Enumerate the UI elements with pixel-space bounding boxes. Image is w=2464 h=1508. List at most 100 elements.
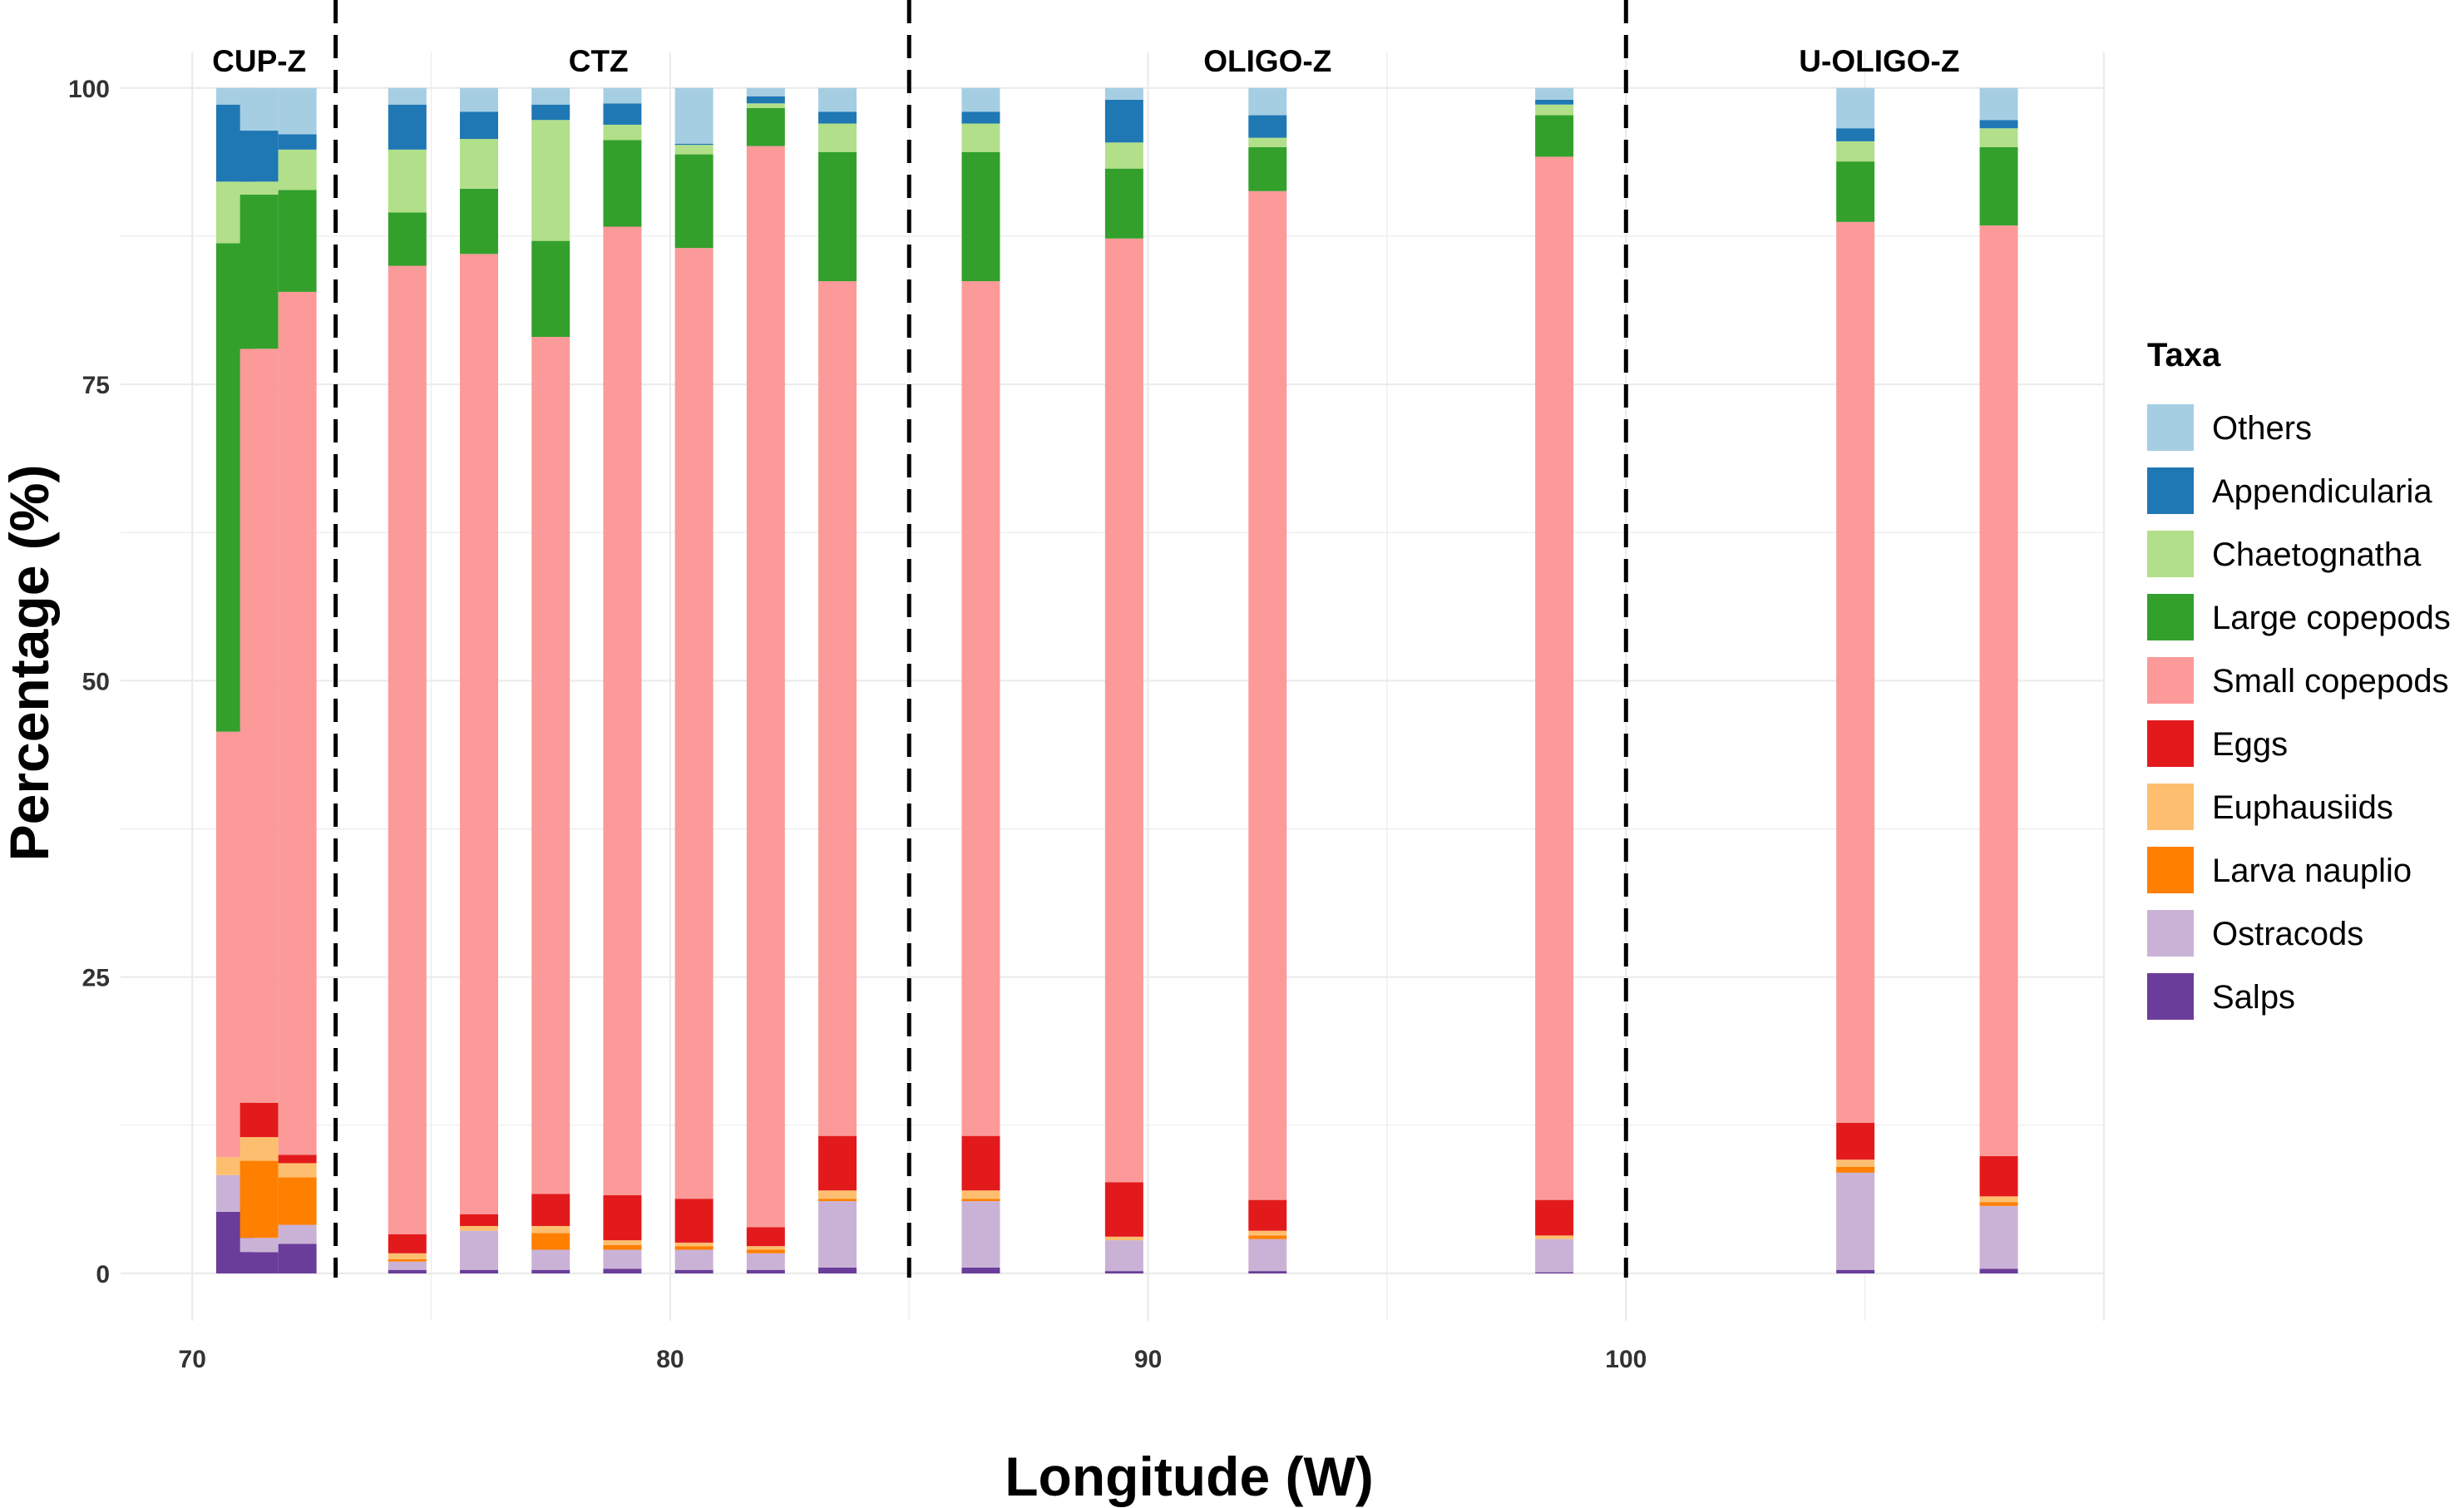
bar-segment-others <box>239 87 279 131</box>
bar-segment-larva-nauplio <box>239 1160 279 1239</box>
zone-labels: CUP-Z CTZ OLIGO-Z U-OLIGO-Z <box>212 44 1959 78</box>
bar-segment-ostracods <box>460 1230 499 1270</box>
y-tick-label: 100 <box>68 76 110 103</box>
bar-segment-salps <box>239 1252 279 1273</box>
bar-segment-euphausiids <box>961 1190 1000 1199</box>
legend-label: Salps <box>2212 979 2295 1016</box>
bar-segment-eggs <box>1104 1182 1143 1237</box>
legend-swatch <box>2147 720 2194 767</box>
bar-segment-larva-nauplio <box>278 1177 317 1225</box>
bar-segment-small-copepods <box>1836 221 1875 1123</box>
bar-segment-salps <box>603 1268 642 1273</box>
legend-swatch <box>2147 910 2194 957</box>
bar-segment-appendicularia <box>1836 128 1875 141</box>
y-tick-label: 50 <box>82 668 110 695</box>
bar-segment-appendicularia <box>674 143 714 146</box>
legend-label: Others <box>2212 410 2312 447</box>
bar-segment-eggs <box>1979 1155 2018 1197</box>
bar-segment-chaetognatha <box>1535 104 1574 116</box>
bar-segment-eggs <box>1248 1199 1287 1231</box>
legend-label: Euphausiids <box>2212 789 2393 826</box>
bar-segment-euphausiids <box>1248 1230 1287 1236</box>
station-bar-10 <box>818 87 857 1273</box>
station-bar-9 <box>746 87 785 1273</box>
bar-segment-eggs <box>818 1135 857 1191</box>
bar-segment-large-copepods <box>278 190 317 292</box>
legend-label: Appendicularia <box>2212 473 2432 510</box>
bar-segment-chaetognatha <box>961 123 1000 152</box>
bar-segment-ostracods <box>531 1249 570 1270</box>
bar-segment-small-copepods <box>961 281 1000 1136</box>
bar-segment-eggs <box>278 1154 317 1164</box>
bar-segment-appendicularia <box>1979 120 2018 129</box>
bar-segment-eggs <box>674 1199 714 1243</box>
bar-segment-salps <box>1248 1271 1287 1273</box>
bar-segment-euphausiids <box>239 1137 279 1161</box>
station-bar-15 <box>1836 87 1875 1273</box>
bar-segment-larva-nauplio <box>603 1244 642 1250</box>
bar-segment-salps <box>278 1243 317 1273</box>
bar-segment-appendicularia <box>239 131 279 182</box>
bar-segment-euphausiids <box>674 1242 714 1247</box>
bar-segment-chaetognatha <box>746 103 785 108</box>
bar-segment-small-copepods <box>388 265 427 1234</box>
bar-segment-others <box>388 87 427 105</box>
y-tick-label: 0 <box>96 1261 110 1288</box>
legend-swatch <box>2147 784 2194 830</box>
legend-swatch <box>2147 847 2194 893</box>
y-tick-label: 75 <box>82 372 110 399</box>
legend-item-ostracods: Ostracods <box>2147 910 2363 957</box>
legend-swatch <box>2147 973 2194 1020</box>
bar-segment-chaetognatha <box>531 120 570 241</box>
zone-label-ctz: CTZ <box>569 44 629 78</box>
bar-segment-salps <box>388 1269 427 1273</box>
bar-segment-appendicularia <box>1104 100 1143 143</box>
bar-segment-larva-nauplio <box>1979 1202 2018 1206</box>
zone-label-oligo-z: OLIGO-Z <box>1203 44 1331 78</box>
bar-segment-small-copepods <box>1979 225 2018 1156</box>
station-bar-13 <box>1248 87 1287 1273</box>
bar-segment-large-copepods <box>961 151 1000 282</box>
legend-swatch <box>2147 467 2194 514</box>
x-tick-label: 90 <box>1134 1346 1162 1373</box>
station-bar-16 <box>1979 87 2018 1273</box>
bar-segment-ostracods <box>1836 1172 1875 1270</box>
bar-segment-eggs <box>388 1234 427 1253</box>
bar-segment-chaetognatha <box>674 145 714 155</box>
bar-segment-larva-nauplio <box>1248 1235 1287 1239</box>
legend-item-chaetognatha: Chaetognatha <box>2147 531 2422 577</box>
bar-segment-eggs <box>239 1102 279 1138</box>
bar-segment-salps <box>818 1267 857 1273</box>
legend-item-euphausiids: Euphausiids <box>2147 784 2393 830</box>
bar-segment-euphausiids <box>1979 1196 2018 1203</box>
bar-segment-others <box>818 87 857 112</box>
bar-segment-others <box>1979 87 2018 121</box>
station-bar-14 <box>1535 87 1574 1273</box>
bar-segment-euphausiids <box>388 1253 427 1259</box>
zone-label-u-oligo-z: U-OLIGO-Z <box>1799 44 1959 78</box>
legend-label: Chaetognatha <box>2212 536 2422 573</box>
bar-segment-eggs <box>961 1135 1000 1191</box>
bar-segment-eggs <box>603 1194 642 1241</box>
bar-segment-large-copepods <box>531 240 570 338</box>
bar-segment-salps <box>460 1269 499 1273</box>
bar-segment-eggs <box>460 1214 499 1226</box>
bar-segment-eggs <box>1535 1199 1574 1236</box>
bar-segment-large-copepods <box>1836 161 1875 222</box>
bar-segment-ostracods <box>1979 1205 2018 1269</box>
x-axis-title: Longitude (W) <box>1005 1446 1374 1507</box>
bar-segment-appendicularia <box>460 111 499 140</box>
legend-item-appendicularia: Appendicularia <box>2147 467 2432 514</box>
legend-label: Small copepods <box>2212 663 2449 700</box>
legend-item-others: Others <box>2147 404 2312 451</box>
bar-segment-others <box>1248 87 1287 116</box>
bar-segment-small-copepods <box>460 254 499 1214</box>
bar-segment-eggs <box>1836 1122 1875 1160</box>
bar-segment-euphausiids <box>746 1246 785 1250</box>
bar-segment-salps <box>1979 1268 2018 1273</box>
bar-segment-chaetognatha <box>1248 137 1287 148</box>
bar-segment-ostracods <box>1104 1240 1143 1272</box>
bar-segment-chaetognatha <box>388 149 427 213</box>
bar-segment-appendicularia <box>818 111 857 124</box>
x-tick-label: 70 <box>179 1346 206 1373</box>
